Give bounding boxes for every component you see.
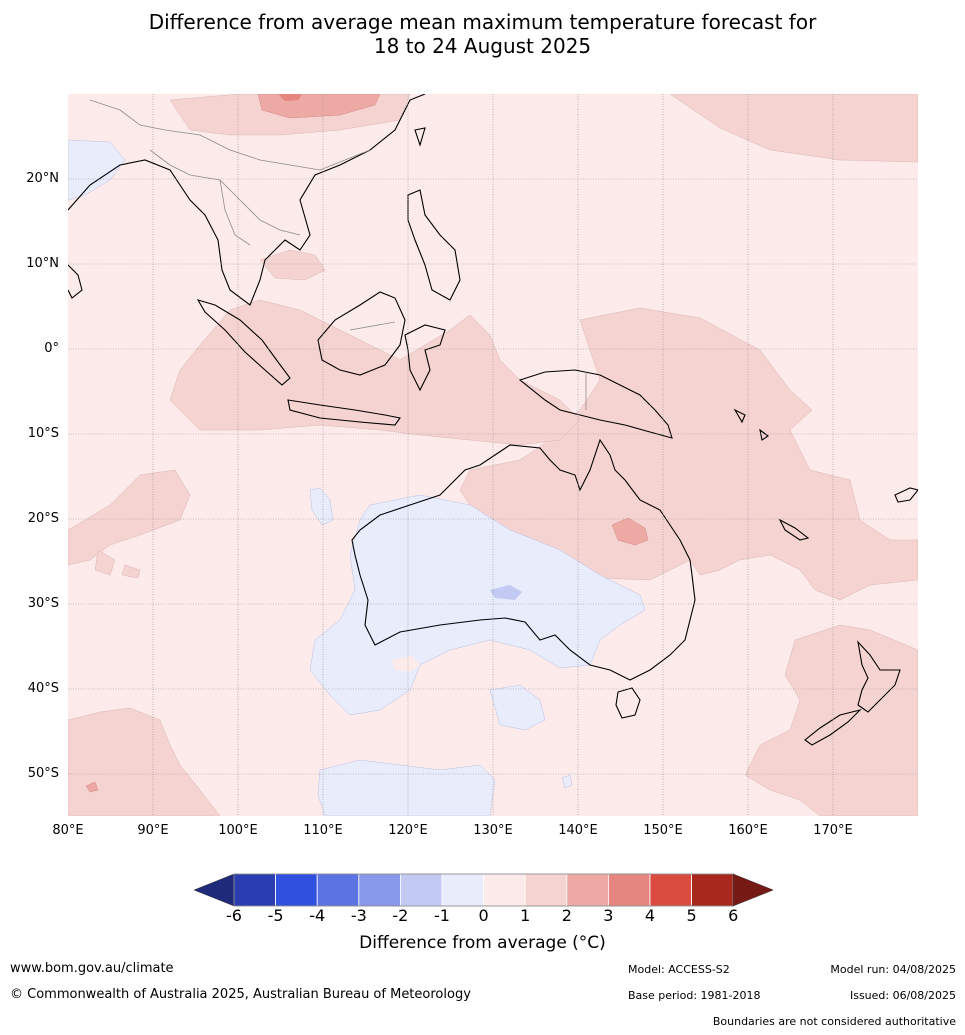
colorbar-swatch <box>399 873 443 907</box>
coast-fiji <box>894 487 918 503</box>
lat-label-50s: 50°S <box>27 766 59 781</box>
lon-label-170e: 170°E <box>813 823 853 838</box>
colorbar-swatch <box>441 873 484 907</box>
colorbar-tick-label: 6 <box>728 906 739 925</box>
colorbar-tick-label: -2 <box>392 906 409 925</box>
lon-label-150e: 150°E <box>643 823 683 838</box>
lat-label-10n: 10°N <box>26 256 59 271</box>
colorbar-swatch <box>608 873 651 907</box>
lon-label-90e: 90°E <box>137 823 169 838</box>
lon-label-100e: 100°E <box>218 823 258 838</box>
colorbar-tick-label: -1 <box>434 906 450 925</box>
lat-label-40s: 40°S <box>27 681 59 696</box>
coast-philippines <box>407 189 461 301</box>
lon-label-80e: 80°E <box>52 823 84 838</box>
coast-asia-mainland <box>68 94 426 306</box>
coast-tasmania <box>615 687 641 719</box>
lat-label-10s: 10°S <box>27 426 59 441</box>
colorbar-tick-label: 3 <box>603 906 614 925</box>
coast-sumatra <box>196 299 291 386</box>
colorbar-swatch <box>358 873 401 907</box>
colorbar-swatch <box>566 873 609 907</box>
coast-sulawesi <box>404 324 446 392</box>
colorbar-swatch <box>483 873 526 907</box>
lat-label-30s: 30°S <box>27 596 59 611</box>
coastlines <box>68 94 918 746</box>
coast-vanuatu <box>733 408 769 441</box>
coast-new-zealand-north <box>857 640 901 713</box>
colorbar-outline <box>233 873 734 907</box>
title-line-1: Difference from average mean maximum tem… <box>148 10 817 34</box>
colorbar-tick-label: -6 <box>226 906 242 925</box>
anomaly-holes <box>392 650 475 672</box>
lon-label-120e: 120°E <box>388 823 428 838</box>
colorbar-swatch <box>524 873 568 907</box>
anomaly-zone-3-to-4 <box>278 94 302 101</box>
lon-label-140e: 140°E <box>558 823 598 838</box>
coast-borneo <box>317 291 406 376</box>
coast-sri-lanka <box>68 264 83 299</box>
colorbar-swatch <box>316 873 360 907</box>
colorbar-swatch <box>691 873 734 907</box>
coast-japan-taiwan <box>414 127 426 147</box>
map-title: Difference from average mean maximum tem… <box>0 10 965 58</box>
coast-java <box>287 399 401 426</box>
colorbar-tick-label: 1 <box>520 906 531 925</box>
map-area <box>68 94 918 816</box>
coast-australia <box>351 438 696 681</box>
footer-issued: Issued: 06/08/2025 <box>849 989 956 1002</box>
colorbar-tick-label: 0 <box>478 906 489 925</box>
colorbar-tick-label: 5 <box>686 906 697 925</box>
colorbar-swatches <box>193 873 774 907</box>
colorbar-label: Difference from average (°C) <box>359 933 606 953</box>
colorbar-tick-label: -4 <box>309 906 326 925</box>
footer-model: Model: ACCESS-S2 <box>628 963 730 976</box>
colorbar-extend-high <box>732 873 774 907</box>
colorbar-swatch <box>275 873 318 907</box>
lon-label-130e: 130°E <box>473 823 513 838</box>
lon-label-110e: 110°E <box>303 823 343 838</box>
coast-new-zealand-south <box>804 708 862 746</box>
title-line-2: 18 to 24 August 2025 <box>373 34 592 58</box>
footer-disclaimer: Boundaries are not considered authoritat… <box>712 1015 956 1028</box>
colorbar-tick-label: -5 <box>267 906 284 925</box>
borders <box>89 99 587 410</box>
coast-new-caledonia <box>778 518 810 541</box>
footer-model-run: Model run: 04/08/2025 <box>830 963 956 976</box>
anomaly-zone-minus-2-to-minus-1 <box>490 585 522 600</box>
graticule <box>68 94 918 816</box>
colorbar-extend-low <box>193 873 235 907</box>
colorbar-tick-label: -3 <box>350 906 367 925</box>
footer-website: www.bom.gov.au/climate <box>10 961 174 976</box>
lat-label-20s: 20°S <box>27 511 59 526</box>
lat-label-0: 0° <box>44 341 59 356</box>
colorbar-tick-label: 4 <box>644 906 656 925</box>
coast-new-guinea <box>518 369 673 439</box>
colorbar-tick-label: 2 <box>561 906 572 925</box>
lat-label-20n: 20°N <box>26 171 59 186</box>
lon-label-160e: 160°E <box>728 823 768 838</box>
footer-copyright: © Commonwealth of Australia 2025, Austra… <box>10 987 471 1002</box>
footer-base-period: Base period: 1981-2018 <box>628 989 761 1002</box>
colorbar-swatch <box>649 873 692 907</box>
colorbar-swatch <box>233 873 276 907</box>
